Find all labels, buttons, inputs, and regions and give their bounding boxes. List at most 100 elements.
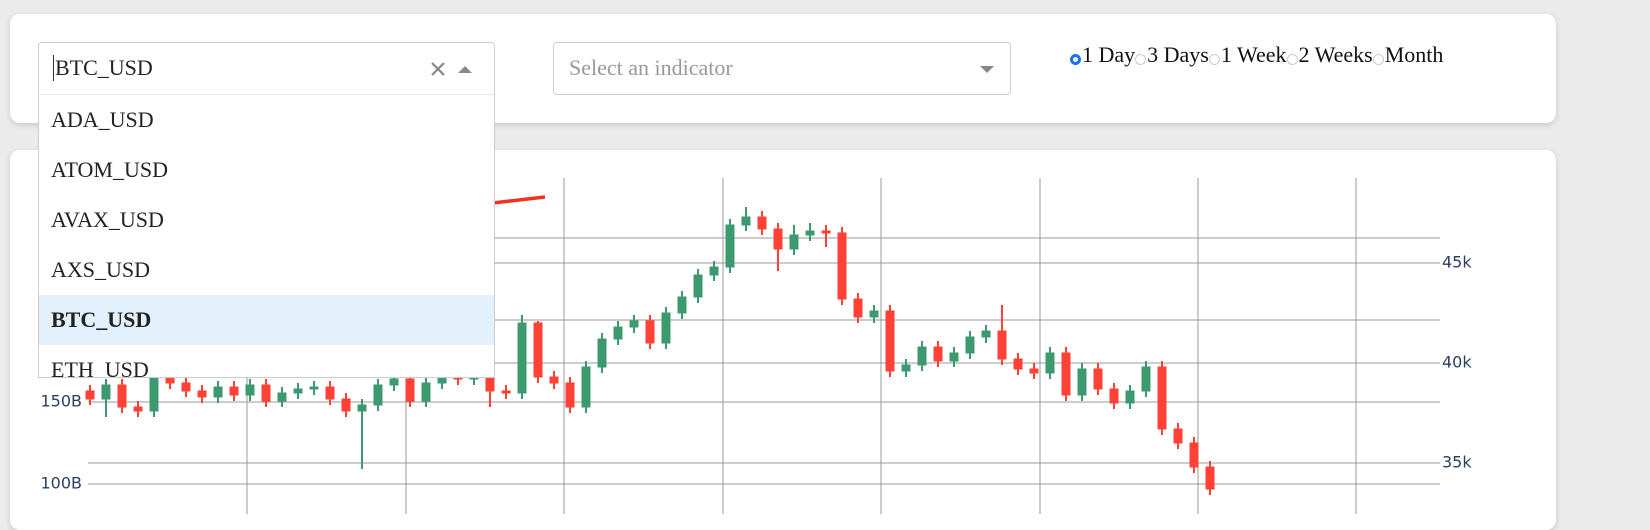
candle-body	[181, 382, 191, 392]
caret-up[interactable]	[458, 66, 472, 73]
candle-body	[341, 398, 351, 412]
candle-body	[869, 310, 879, 318]
candle-body	[965, 336, 975, 354]
candle-body	[917, 346, 927, 366]
candle-body	[1205, 466, 1215, 490]
candle-body	[309, 386, 319, 390]
radio-label: 1 Day	[1082, 42, 1136, 67]
radio-label: 2 Weeks	[1298, 42, 1373, 67]
candle-body	[901, 364, 911, 372]
candle-body	[725, 224, 735, 268]
dropdown-icons	[431, 62, 472, 76]
dropdown-option[interactable]: AVAX_USD	[51, 207, 164, 232]
candle-body	[149, 372, 159, 412]
chart: 100B150B200B250B35k40k45k	[40, 178, 1472, 514]
candle-body	[1125, 390, 1135, 404]
candle-body	[1157, 366, 1167, 430]
candle-body	[293, 388, 303, 394]
candle-body	[773, 228, 783, 250]
candle-body	[693, 274, 703, 298]
symbol-dropdown[interactable]: BTC_USD	[38, 42, 495, 95]
page: {"symbol_select": {"value": "BTC_USD", "…	[10, 14, 1556, 530]
candle-body	[853, 298, 863, 318]
candle-body	[645, 320, 655, 344]
radio-button[interactable]	[1372, 53, 1384, 65]
dropdown-menu: ADA_USD ATOM_USD AVAX_USD AXS_USD BTC_USD ETH…	[38, 94, 495, 378]
candle-body	[837, 232, 847, 300]
candle-body	[997, 330, 1007, 360]
clear-icon[interactable]	[431, 62, 445, 76]
candle-body	[485, 376, 495, 392]
candle-body	[245, 384, 255, 396]
candle-body	[117, 384, 127, 408]
candle-body	[1077, 368, 1087, 396]
candle-body	[1173, 428, 1183, 444]
placeholder: Select an indicator	[569, 55, 733, 80]
candle-body	[949, 352, 959, 362]
dropdown-option[interactable]: ETH_USD	[51, 357, 149, 378]
candle-body	[933, 346, 943, 362]
candle-body	[1045, 352, 1055, 374]
candle-body	[133, 406, 143, 412]
candle-body	[517, 322, 527, 394]
radio-label: Month	[1384, 42, 1444, 67]
candle-body	[213, 386, 223, 398]
candle-body	[709, 266, 719, 276]
indicator-dropdown[interactable]: Select an indicator	[553, 42, 1011, 95]
y-tick-label: 100B	[40, 473, 82, 492]
candle-body	[1013, 358, 1023, 370]
selected-symbol: BTC_USD	[53, 55, 153, 81]
dropdown-option[interactable]: BTC_USD	[39, 295, 494, 345]
candle-body	[789, 234, 799, 250]
range-radio[interactable]: 3 Days	[1135, 42, 1209, 68]
range-radio-group: 1 Day 3 Days 1 Week 2 Weeks Month	[1070, 42, 1443, 68]
candle-body	[1109, 388, 1119, 404]
candle-body	[357, 404, 367, 412]
candle-body	[421, 382, 431, 402]
candle-body	[661, 312, 671, 344]
candle-body	[981, 330, 991, 338]
candle-body	[549, 376, 559, 384]
candle-body	[741, 216, 751, 226]
y2-tick-label: 45k	[1442, 253, 1472, 272]
candle-body	[85, 390, 95, 400]
candle-body	[757, 216, 767, 230]
candle-body	[613, 326, 623, 340]
dropdown-option[interactable]: ATOM_USD	[51, 157, 168, 182]
candle-body	[581, 366, 591, 408]
candle-body	[1061, 352, 1071, 396]
range-radio[interactable]: 2 Weeks	[1286, 42, 1373, 68]
dropdown-option[interactable]: ADA_USD	[51, 107, 154, 132]
candle-body	[533, 322, 543, 378]
candle-body	[229, 386, 239, 396]
dropdown-option[interactable]: AXS_USD	[51, 257, 151, 282]
candle-body	[1189, 442, 1199, 468]
y2-tick-label: 35k	[1442, 453, 1472, 472]
radio-button[interactable]	[1208, 53, 1220, 65]
radio-label: 1 Week	[1220, 42, 1287, 67]
radio-button[interactable]	[1135, 53, 1147, 65]
candle-body	[805, 230, 815, 236]
candle-body	[597, 338, 607, 368]
y2-tick-label: 40k	[1442, 353, 1472, 372]
candle-body	[501, 390, 511, 394]
radio-label: 3 Days	[1147, 42, 1209, 67]
range-radio[interactable]: 1 Day	[1070, 42, 1135, 68]
candle-body	[389, 378, 399, 386]
candle-body	[325, 386, 335, 400]
candle-body	[197, 390, 207, 398]
candle-body	[629, 320, 639, 328]
candle-body	[885, 310, 895, 372]
range-radio[interactable]: 1 Week	[1208, 42, 1287, 68]
candle-body	[1029, 368, 1039, 374]
candle-body	[101, 384, 111, 400]
candle-body	[565, 382, 575, 408]
candle-body	[677, 296, 687, 314]
radio-button[interactable]	[1070, 53, 1081, 65]
range-radio[interactable]: Month	[1372, 42, 1444, 68]
candle-body	[1141, 366, 1151, 392]
candle-body	[373, 384, 383, 406]
caret-down[interactable]	[978, 60, 998, 80]
radio-button[interactable]	[1286, 53, 1298, 65]
candle-body	[277, 392, 287, 402]
